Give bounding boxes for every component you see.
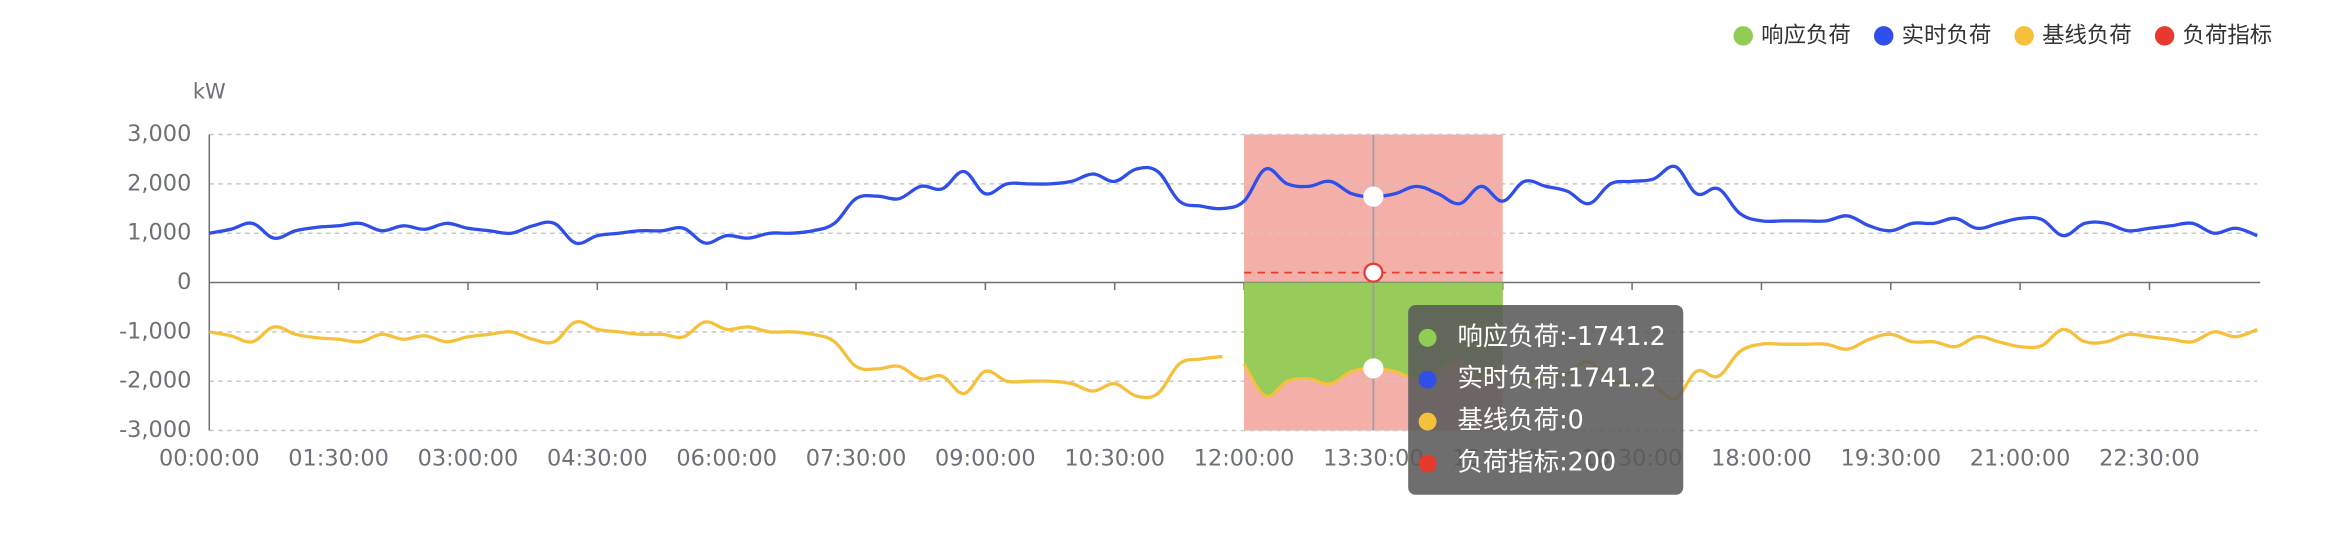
x-tick-label: 18:00:00 [1711, 445, 1812, 471]
y-tick-label: 3,000 [127, 121, 191, 147]
legend-label: 基线负荷 [2042, 22, 2132, 48]
tooltip-dot [1418, 412, 1437, 431]
tooltip-box [1408, 304, 1684, 495]
x-tick-label: 09:00:00 [935, 445, 1036, 471]
y-tick-label: 1,000 [127, 220, 191, 246]
legend-label: 负荷指标 [2183, 22, 2273, 48]
x-tick-label: 22:30:00 [2099, 445, 2200, 471]
legend-swatch [1873, 26, 1894, 46]
tooltip-item: 基线负荷:0 [1457, 405, 1583, 435]
x-tick-label: 13:30:00 [1323, 445, 1424, 471]
y-unit: kW [193, 80, 226, 104]
tooltip-dot [1418, 370, 1437, 389]
tooltip: 响应负荷:-1741.2 实时负荷:1741.2 基线负荷:0 负荷指标:200 [1408, 304, 1684, 495]
x-tick-label: 03:00:00 [418, 445, 519, 471]
x-tick-label: 01:30:00 [288, 445, 389, 471]
x-tick-label: 00:00:00 [159, 445, 260, 471]
tooltip-item: 响应负荷:-1741.2 [1457, 321, 1665, 351]
x-tick-label: 12:00:00 [1194, 445, 1295, 471]
tooltip-dot [1418, 328, 1437, 347]
x-tick-label: 06:00:00 [676, 445, 777, 471]
legend-swatch [2014, 26, 2034, 46]
x-tick-label: 04:30:00 [547, 445, 648, 471]
legend-label: 实时负荷 [1902, 22, 1992, 48]
legend: 负荷指标 基线负荷 实时负荷 响应负荷 [1733, 22, 2273, 48]
series-line [208, 164, 2258, 246]
tooltip-item: 实时负荷:1741.2 [1457, 363, 1656, 393]
x-tick-label: 07:30:00 [806, 445, 907, 471]
y-tick-label: -2,000 [119, 368, 191, 394]
tooltip-item: 负荷指标:200 [1457, 446, 1616, 476]
tooltip-dot [1418, 454, 1437, 473]
y-tick-label: -3,000 [119, 417, 191, 443]
pointer-dot [1363, 358, 1384, 379]
legend-swatch [2154, 26, 2175, 46]
pointer-dot [1363, 262, 1384, 283]
x-tick-label: 10:30:00 [1064, 445, 1165, 471]
y-tick-label: -1,000 [119, 318, 191, 344]
series-line [208, 319, 1223, 400]
legend-label: 响应负荷 [1761, 22, 1851, 48]
y-tick-label: 0 [177, 269, 191, 295]
x-tick-label: 21:00:00 [1970, 445, 2071, 471]
y-tick-label: 2,000 [127, 170, 191, 196]
pointer-dot [1363, 186, 1384, 207]
legend-swatch [1733, 26, 1753, 46]
x-tick-label: 19:30:00 [1840, 445, 1941, 471]
